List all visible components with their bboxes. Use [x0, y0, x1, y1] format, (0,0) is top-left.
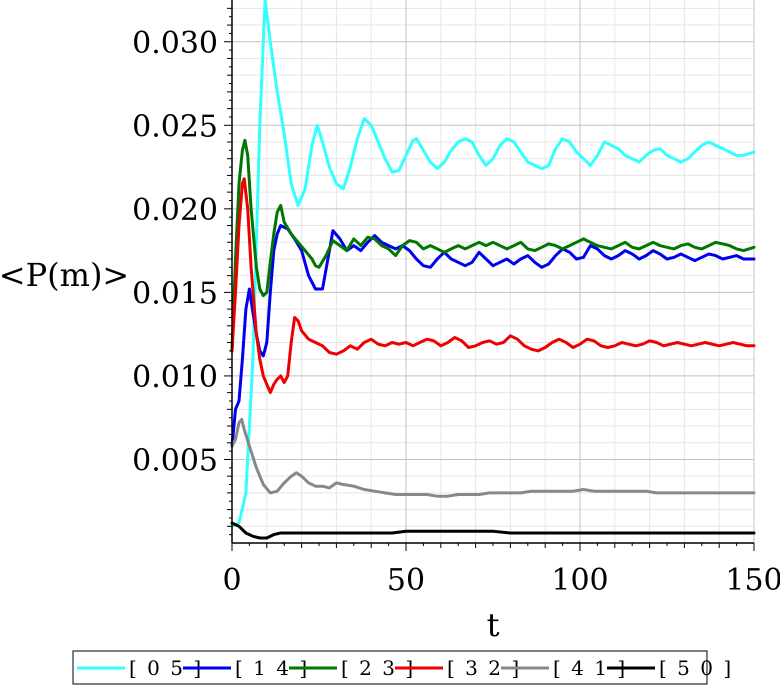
- x-tick-label: 150: [725, 563, 780, 598]
- x-tick-label: 100: [551, 563, 608, 598]
- y-tick-label: 0.030: [132, 26, 218, 61]
- y-tick-label: 0.025: [132, 109, 218, 144]
- y-tick-label: 0.020: [132, 193, 218, 228]
- x-tick-label: 50: [387, 563, 425, 598]
- y-tick-labels: 0.005 0.010 0.015 0.020 0.025 0.030: [132, 26, 218, 479]
- series-line-3: [230, 177, 756, 395]
- series-line-2: [230, 138, 756, 353]
- legend-box: [72, 650, 708, 685]
- x-axis-label: t: [487, 606, 500, 644]
- series-line-0: [230, 0, 756, 528]
- series-line-4: [230, 417, 756, 498]
- y-tick-label: 0.015: [132, 276, 218, 311]
- axes-layer: [224, 0, 755, 551]
- series-layer: [230, 0, 756, 540]
- legend: [ 0 5 ][ 1 4 ][ 2 3 ][ 3 2 ][ 4 1 ][ 5 0…: [72, 650, 733, 685]
- legend-label: [ 5 0 ]: [659, 656, 733, 680]
- y-tick-label: 0.010: [132, 360, 218, 395]
- series-line-1: [230, 224, 756, 448]
- y-axis-label: <P(m)>: [0, 256, 129, 294]
- x-tick-label: 0: [222, 563, 241, 598]
- major-grid: [232, 0, 755, 543]
- series-line-5: [230, 521, 756, 540]
- y-tick-label: 0.005: [132, 443, 218, 478]
- legend-entry-5: [ 5 0 ]: [607, 656, 733, 680]
- x-tick-labels: 0 50 100 150: [222, 563, 780, 598]
